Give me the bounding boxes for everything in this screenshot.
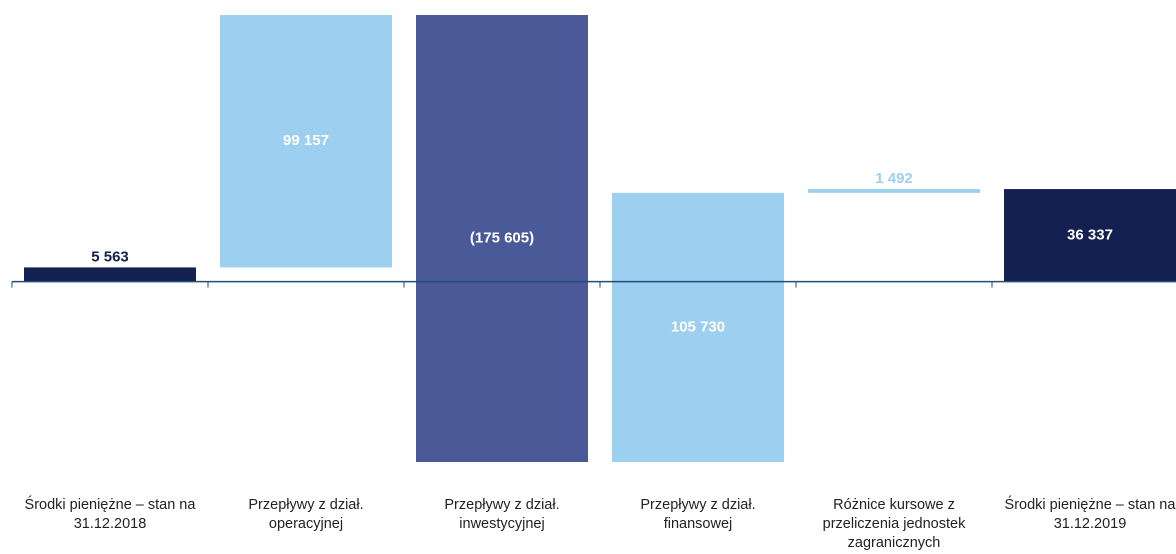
value-label: 1 492 <box>875 170 913 187</box>
bar <box>416 15 588 462</box>
category-label: Różnice kursowe z przeliczenia jednostek… <box>822 497 966 551</box>
bar <box>808 189 980 193</box>
value-label: 5 563 <box>91 248 129 265</box>
bar <box>612 192 784 462</box>
value-label: (175 605) <box>470 229 534 246</box>
value-label: 99 157 <box>283 132 329 149</box>
value-label: 105 730 <box>671 318 725 335</box>
value-label: 36 337 <box>1067 226 1113 243</box>
category-label: Środki pieniężne – stan na 31.12.2018 <box>24 497 196 532</box>
bar <box>24 267 196 282</box>
category-label: Przepływy z dział. inwestycyjnej <box>444 497 560 532</box>
bar <box>1004 189 1176 282</box>
category-label: Środki pieniężne – stan na 31.12.2019 <box>1004 497 1176 532</box>
category-label: Przepływy z dział. finansowej <box>640 497 756 532</box>
bar <box>220 15 392 268</box>
category-label: Przepływy z dział. operacyjnej <box>248 497 364 532</box>
